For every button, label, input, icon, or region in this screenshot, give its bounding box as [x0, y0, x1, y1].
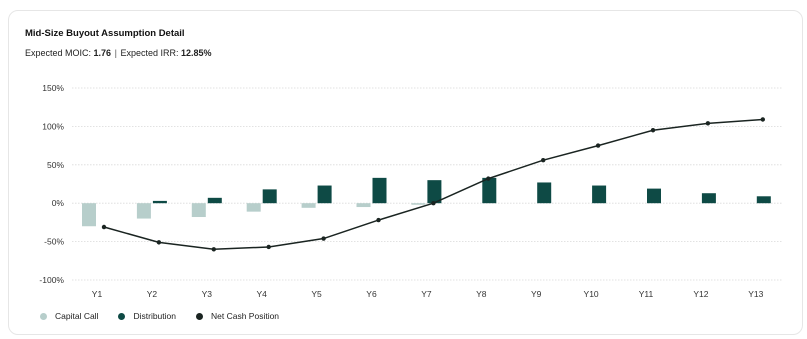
distribution-bar — [647, 188, 661, 204]
irr-label: Expected IRR: — [120, 48, 179, 58]
legend-item-net-cash-position[interactable]: Net Cash Position — [196, 311, 279, 321]
capital-call-bar — [301, 203, 316, 208]
legend-item-capital-call[interactable]: Capital Call — [40, 311, 98, 321]
net-cash-position-point — [321, 236, 326, 241]
distribution-bar — [537, 182, 552, 204]
net-cash-position-swatch — [196, 312, 203, 320]
x-tick-label: Y12 — [693, 289, 708, 299]
distribution-bar — [427, 180, 442, 204]
moic-label: Expected MOIC: — [25, 48, 92, 58]
x-tick-label: Y5 — [311, 289, 322, 299]
net-cash-position-point — [705, 121, 711, 126]
capital-call-bar — [191, 203, 206, 218]
y-tick-label: 100% — [42, 121, 64, 131]
distribution-bar — [152, 200, 167, 204]
net-cash-position-point — [541, 157, 546, 163]
net-cash-position-point — [376, 217, 381, 223]
y-tick-label: 0% — [52, 198, 65, 208]
chart-subtitle: Expected MOIC: 1.76 | Expected IRR: 12.8… — [25, 48, 212, 58]
net-cash-position-point — [595, 143, 601, 148]
distribution-bar — [317, 185, 332, 204]
x-tick-label: Y6 — [366, 289, 377, 299]
distribution-bar — [756, 196, 771, 204]
x-tick-label: Y10 — [584, 289, 599, 299]
legend-label-capital-call: Capital Call — [55, 311, 99, 321]
net-cash-position-point — [431, 201, 436, 206]
y-tick-label: 50% — [47, 160, 64, 170]
distribution-swatch — [118, 312, 126, 320]
chart-title: Mid-Size Buyout Assumption Detail — [25, 28, 185, 39]
x-tick-label: Y9 — [531, 289, 542, 299]
capital-call-bar — [411, 203, 426, 205]
distribution-bar — [701, 193, 716, 204]
net-cash-position-point — [101, 224, 107, 230]
distribution-bar — [482, 177, 497, 204]
distribution-bar — [207, 197, 222, 204]
x-tick-label: Y2 — [147, 289, 158, 299]
x-tick-label: Y4 — [256, 289, 267, 299]
chart-card — [8, 10, 803, 335]
legend-item-distribution[interactable]: Distribution — [118, 311, 176, 321]
legend-label-distribution: Distribution — [133, 311, 176, 321]
capital-call-swatch — [40, 312, 47, 320]
net-cash-position-point — [211, 247, 216, 252]
moic-value: 1.76 — [93, 48, 112, 58]
distribution-bar — [592, 185, 607, 204]
irr-value: 12.85% — [181, 48, 212, 58]
y-tick-label: -100% — [39, 275, 64, 285]
capital-call-bar — [82, 203, 96, 227]
distribution-bar — [262, 189, 277, 204]
x-tick-label: Y8 — [476, 289, 487, 299]
net-cash-position-point — [266, 244, 271, 250]
y-tick-label: -50% — [44, 237, 64, 247]
net-cash-position-point — [650, 128, 656, 133]
subtitle-separator: | — [114, 48, 117, 58]
x-tick-label: Y3 — [202, 289, 213, 299]
capital-call-bar — [356, 203, 371, 208]
distribution-bar — [372, 177, 387, 204]
capital-call-bar — [246, 203, 261, 212]
y-tick-label: 150% — [42, 83, 64, 93]
net-cash-position-point — [156, 240, 162, 245]
x-tick-label: Y13 — [748, 289, 763, 299]
x-tick-label: Y1 — [92, 289, 103, 299]
x-tick-label: Y11 — [639, 289, 654, 299]
capital-call-bar — [136, 203, 151, 219]
x-tick-label: Y7 — [421, 289, 432, 299]
net-cash-position-point — [486, 176, 491, 181]
chart-legend: Capital Call Distribution Net Cash Posit… — [40, 311, 279, 321]
net-cash-position-point — [760, 117, 765, 122]
legend-label-net-cash-position: Net Cash Position — [211, 311, 280, 321]
